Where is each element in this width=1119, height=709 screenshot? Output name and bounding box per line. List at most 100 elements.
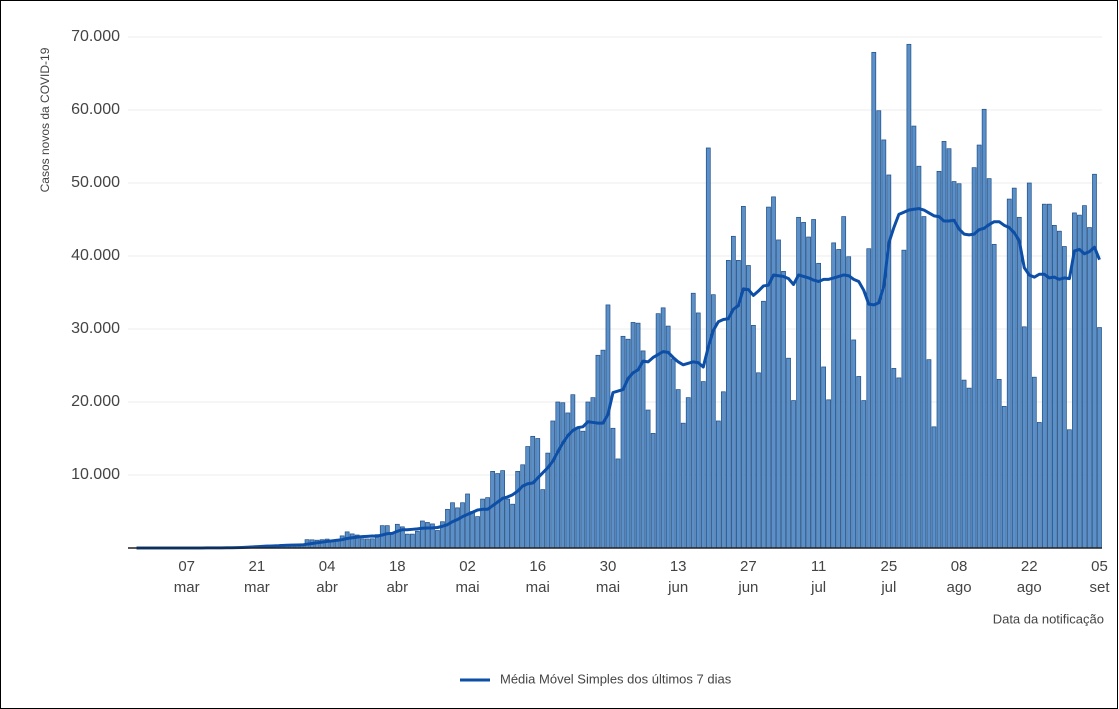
bar xyxy=(851,339,857,549)
x-tick-label: 30 mai xyxy=(596,558,620,596)
bar xyxy=(826,399,832,549)
bar xyxy=(946,148,952,549)
bar xyxy=(1046,203,1052,549)
bar xyxy=(1021,326,1027,549)
bar xyxy=(530,435,536,549)
bar xyxy=(731,235,736,549)
x-axis-label: Data da notificação xyxy=(993,611,1104,626)
bar xyxy=(470,511,475,549)
bar xyxy=(1031,376,1037,549)
bar xyxy=(425,522,430,549)
x-tick-label: 22 ago xyxy=(1017,558,1042,596)
bar xyxy=(725,260,731,549)
bar xyxy=(1006,198,1012,549)
bar xyxy=(1062,246,1067,549)
y-axis-label: Casos novos da COVID-19 xyxy=(38,47,52,192)
bar xyxy=(771,196,776,549)
bar xyxy=(450,502,455,549)
bar xyxy=(801,222,806,549)
bar xyxy=(951,181,957,549)
bar xyxy=(630,322,636,549)
bar xyxy=(495,473,500,549)
bar xyxy=(575,427,581,549)
bar xyxy=(500,470,505,549)
bar xyxy=(700,381,706,549)
bar xyxy=(590,397,596,549)
x-tick-label: 07 mar xyxy=(174,558,200,596)
bar xyxy=(645,409,651,549)
bar xyxy=(816,262,821,549)
bar xyxy=(389,532,395,549)
bar xyxy=(1097,327,1102,549)
bar xyxy=(720,391,726,549)
bar xyxy=(846,256,852,549)
bar xyxy=(751,325,756,549)
bar xyxy=(856,376,862,549)
bar xyxy=(465,493,470,549)
bar xyxy=(876,110,882,549)
bar xyxy=(715,420,721,549)
y-tick-label: 50.000 xyxy=(71,174,120,191)
bar xyxy=(329,541,335,549)
bar xyxy=(349,533,355,549)
bar xyxy=(931,426,937,549)
bar xyxy=(570,394,576,549)
bar xyxy=(911,125,917,549)
bar xyxy=(655,313,661,549)
bar xyxy=(460,502,465,549)
x-tick-label: 21 mar xyxy=(244,558,270,596)
bar xyxy=(996,379,1002,549)
moving-average-line xyxy=(136,207,1101,550)
bar xyxy=(625,338,631,549)
bar xyxy=(490,471,495,549)
bar xyxy=(831,242,837,549)
bar xyxy=(560,402,566,549)
bar xyxy=(821,366,826,549)
bar xyxy=(415,530,420,549)
bar xyxy=(445,508,450,549)
bar xyxy=(866,248,872,549)
bar xyxy=(1082,205,1087,549)
bar xyxy=(1067,429,1072,549)
bar xyxy=(966,387,972,549)
y-tick-label: 40.000 xyxy=(71,247,120,264)
bar xyxy=(1051,224,1057,549)
bar xyxy=(339,535,345,549)
legend-label: Média Móvel Simples dos últimos 7 dias xyxy=(500,671,732,686)
bar xyxy=(410,533,415,549)
bar xyxy=(435,530,440,549)
bar xyxy=(695,312,701,549)
bar xyxy=(505,498,511,549)
bar xyxy=(665,325,671,549)
bar xyxy=(640,350,646,549)
bar xyxy=(675,389,681,549)
bar xyxy=(420,520,425,549)
bar xyxy=(791,400,796,549)
bar xyxy=(981,108,987,549)
bar xyxy=(334,540,340,549)
bar xyxy=(515,471,521,549)
x-tick-label: 04 abr xyxy=(316,558,338,596)
x-tick-label: 08 ago xyxy=(947,558,972,596)
bar xyxy=(746,265,751,549)
bar xyxy=(986,178,992,549)
bar xyxy=(520,464,526,549)
bar xyxy=(1001,406,1007,549)
bar xyxy=(580,430,586,549)
bar xyxy=(540,489,546,549)
x-tick-label: 13 jun xyxy=(667,558,688,596)
bar xyxy=(896,377,902,549)
x-tick-label: 02 mai xyxy=(455,558,479,596)
bar xyxy=(600,349,606,549)
bar xyxy=(796,216,801,549)
bar xyxy=(916,165,922,549)
y-tick-label: 60.000 xyxy=(71,101,120,118)
bar xyxy=(901,249,907,549)
bar xyxy=(1016,216,1022,549)
bar xyxy=(811,219,816,549)
bar xyxy=(510,503,516,549)
bar xyxy=(650,433,656,549)
bar xyxy=(961,379,967,549)
bar xyxy=(776,239,781,549)
